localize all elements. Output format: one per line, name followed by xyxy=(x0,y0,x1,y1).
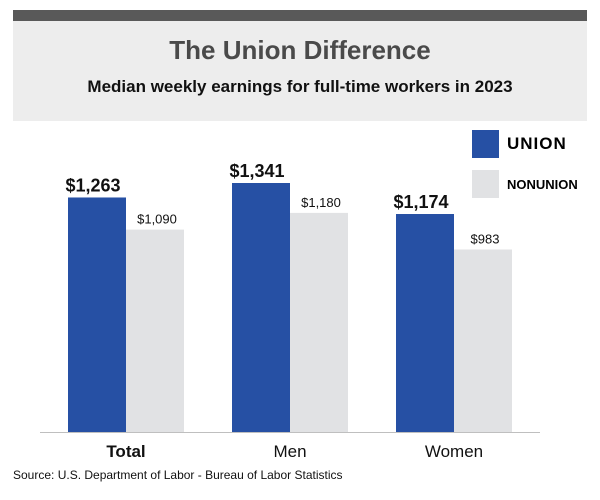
data-label-men-union: $1,341 xyxy=(229,161,284,181)
legend-swatch-nonunion xyxy=(472,170,499,198)
bar-women-nonunion xyxy=(454,249,512,432)
header-top-bar xyxy=(13,10,587,21)
bar-men-union xyxy=(232,183,290,432)
chart-title: The Union Difference xyxy=(169,35,431,65)
bar-men-nonunion xyxy=(290,212,348,432)
bar-total-union xyxy=(68,197,126,432)
legend-swatch-union xyxy=(472,130,499,158)
bar-chart: $1,263 $1,090 Total $1,341 $1,180 Men $1,174 $9… xyxy=(40,161,540,461)
x-tick-label-women: Women xyxy=(425,442,483,461)
data-label-women-union: $1,174 xyxy=(393,192,448,212)
legend-label-nonunion: NONUNION xyxy=(507,176,578,192)
bar-women-union xyxy=(396,214,454,432)
legend-label-union: UNION xyxy=(507,134,567,153)
bar-total-nonunion xyxy=(126,229,184,432)
data-label-women-nonunion: $983 xyxy=(471,231,500,246)
data-label-men-nonunion: $1,180 xyxy=(301,195,341,210)
data-label-total-nonunion: $1,090 xyxy=(137,212,177,227)
chart-subtitle: Median weekly earnings for full-time wor… xyxy=(87,77,513,96)
source-note: Source: U.S. Department of Labor - Burea… xyxy=(13,468,343,482)
legend-item-nonunion: NONUNION xyxy=(472,170,578,198)
x-tick-label-total: Total xyxy=(106,442,145,461)
x-tick-label-men: Men xyxy=(273,442,306,461)
data-label-total-union: $1,263 xyxy=(65,175,120,195)
legend-item-union: UNION xyxy=(472,130,567,158)
header-band: The Union Difference Median weekly earni… xyxy=(13,21,587,121)
